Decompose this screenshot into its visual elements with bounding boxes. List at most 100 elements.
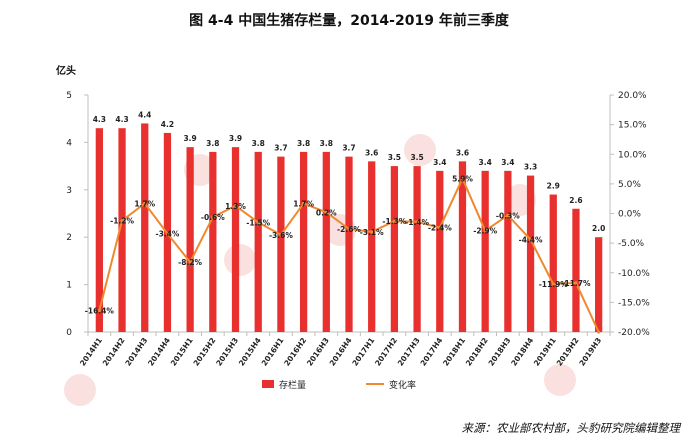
bar — [95, 128, 103, 332]
line-point — [302, 201, 306, 206]
bar-value-label: 3.4 — [479, 158, 492, 167]
left-tick-label: 3 — [66, 186, 72, 196]
bar — [186, 147, 194, 332]
bar-value-label: 4.2 — [161, 120, 174, 129]
right-tick-label: 5.0% — [618, 180, 641, 190]
data-labels: 4.3 4.3 4.4 4.2 3.9 3.8 3.9 3.8 3.7 3.8 3.8 3.7 3.6 3… — [85, 110, 606, 315]
bar — [504, 170, 512, 332]
bar — [277, 156, 285, 332]
bar — [390, 166, 399, 332]
line-point — [233, 204, 238, 208]
bar-value-label: 3.9 — [183, 134, 196, 143]
watermark-logo — [544, 364, 576, 396]
bar — [436, 170, 444, 332]
line-value-label: -2.4% — [428, 224, 452, 233]
left-tick-label: 2 — [66, 233, 72, 243]
right-tick-label: 10.0% — [618, 150, 647, 160]
bar — [458, 161, 467, 332]
line-value-label: -2.6% — [337, 225, 361, 234]
right-tick-label: -5.0% — [618, 239, 645, 249]
line-value-label: -3.6% — [269, 231, 293, 240]
right-tick-label: 20.0% — [618, 91, 647, 101]
right-tick-label: -20.0% — [618, 328, 650, 338]
right-tick-label: 15.0% — [618, 121, 647, 131]
line-point — [370, 230, 374, 234]
x-tick-label: 2019H3 — [577, 336, 603, 368]
bar-series — [95, 123, 603, 332]
watermark-logo — [64, 374, 96, 406]
line-point — [597, 330, 601, 334]
line-point — [438, 226, 442, 230]
bar — [299, 151, 308, 332]
bar-value-label: 3.4 — [433, 158, 446, 167]
line-value-label: 1.7% — [134, 199, 155, 208]
line-value-label: -2.9% — [473, 227, 497, 236]
line-value-label: -11.9% — [539, 280, 569, 289]
left-tick-label: 0 — [66, 328, 72, 338]
line-series — [97, 176, 601, 334]
line-value-label: -0.6% — [201, 213, 225, 222]
line-point — [279, 233, 283, 237]
legend: 存栏量 变化率 — [262, 379, 416, 391]
line-point — [256, 220, 260, 224]
chart-title: 图 4-4 中国生猪存栏量，2014-2019 年前三季度 — [189, 12, 510, 29]
bar-value-label: 3.7 — [274, 144, 287, 153]
line-value-label: -4.4% — [519, 236, 543, 245]
bar-value-label: 3.7 — [342, 144, 355, 153]
line-value-label: -11.7% — [561, 279, 591, 288]
line-value-label: -1.2% — [110, 217, 134, 226]
bar — [254, 151, 262, 332]
bar — [549, 194, 557, 332]
right-tick-label: -15.0% — [618, 298, 650, 308]
bar-value-label: 4.4 — [138, 110, 151, 119]
line-value-label: -1.4% — [405, 218, 429, 227]
watermark-mark — [404, 134, 436, 166]
bar-value-label: 3.9 — [229, 134, 242, 143]
legend-bar-label: 存栏量 — [279, 379, 306, 391]
watermark-logo — [404, 134, 436, 166]
bar — [345, 156, 353, 332]
bar-value-label: 3.5 — [388, 153, 401, 162]
left-axis-unit: 亿头 — [56, 64, 76, 77]
right-tick-label: 0.0% — [618, 210, 641, 220]
legend-line-label: 变化率 — [389, 379, 416, 391]
line-point — [460, 176, 465, 181]
line-point — [165, 232, 170, 236]
bar-value-label: 4.3 — [115, 115, 128, 124]
bar — [141, 123, 149, 332]
bar — [413, 166, 421, 332]
line-value-label: -3.4% — [155, 230, 179, 239]
left-tick-label: 1 — [66, 281, 72, 291]
line-value-label: 1.3% — [225, 202, 246, 211]
bar-value-label: 3.8 — [252, 139, 265, 148]
line-point — [574, 281, 578, 285]
bar — [118, 128, 126, 332]
line-point — [483, 229, 487, 233]
line-value-label: -1.3% — [382, 217, 406, 226]
bar-value-label: 3.6 — [456, 148, 469, 157]
line-point — [347, 227, 351, 231]
line-value-label: 1.7% — [293, 199, 314, 208]
line-value-label: -8.2% — [178, 258, 202, 267]
bar — [209, 151, 217, 332]
bar-value-label: 2.6 — [569, 196, 582, 205]
line-value-label: -3.1% — [360, 228, 384, 237]
line-value-label: 5.9% — [452, 175, 473, 184]
bar-value-label: 3.4 — [501, 158, 514, 167]
bar-value-label: 3.5 — [410, 153, 423, 162]
line-value-label: -16.4% — [85, 307, 115, 316]
source-note: 来源：农业部农村部，头豹研究院编辑整理 — [462, 421, 682, 435]
bar — [595, 237, 603, 332]
bar-value-label: 3.8 — [320, 139, 333, 148]
right-tick-label: -10.0% — [618, 269, 650, 279]
bar-value-label: 3.6 — [365, 148, 378, 157]
line-point — [143, 201, 147, 206]
line-point — [120, 219, 124, 223]
line-point — [415, 220, 419, 224]
watermark-mark — [64, 374, 96, 406]
bar — [481, 170, 489, 332]
line-value-label: -0.3% — [496, 211, 520, 220]
line-point — [211, 215, 215, 219]
bar-value-label: 3.8 — [297, 139, 310, 148]
